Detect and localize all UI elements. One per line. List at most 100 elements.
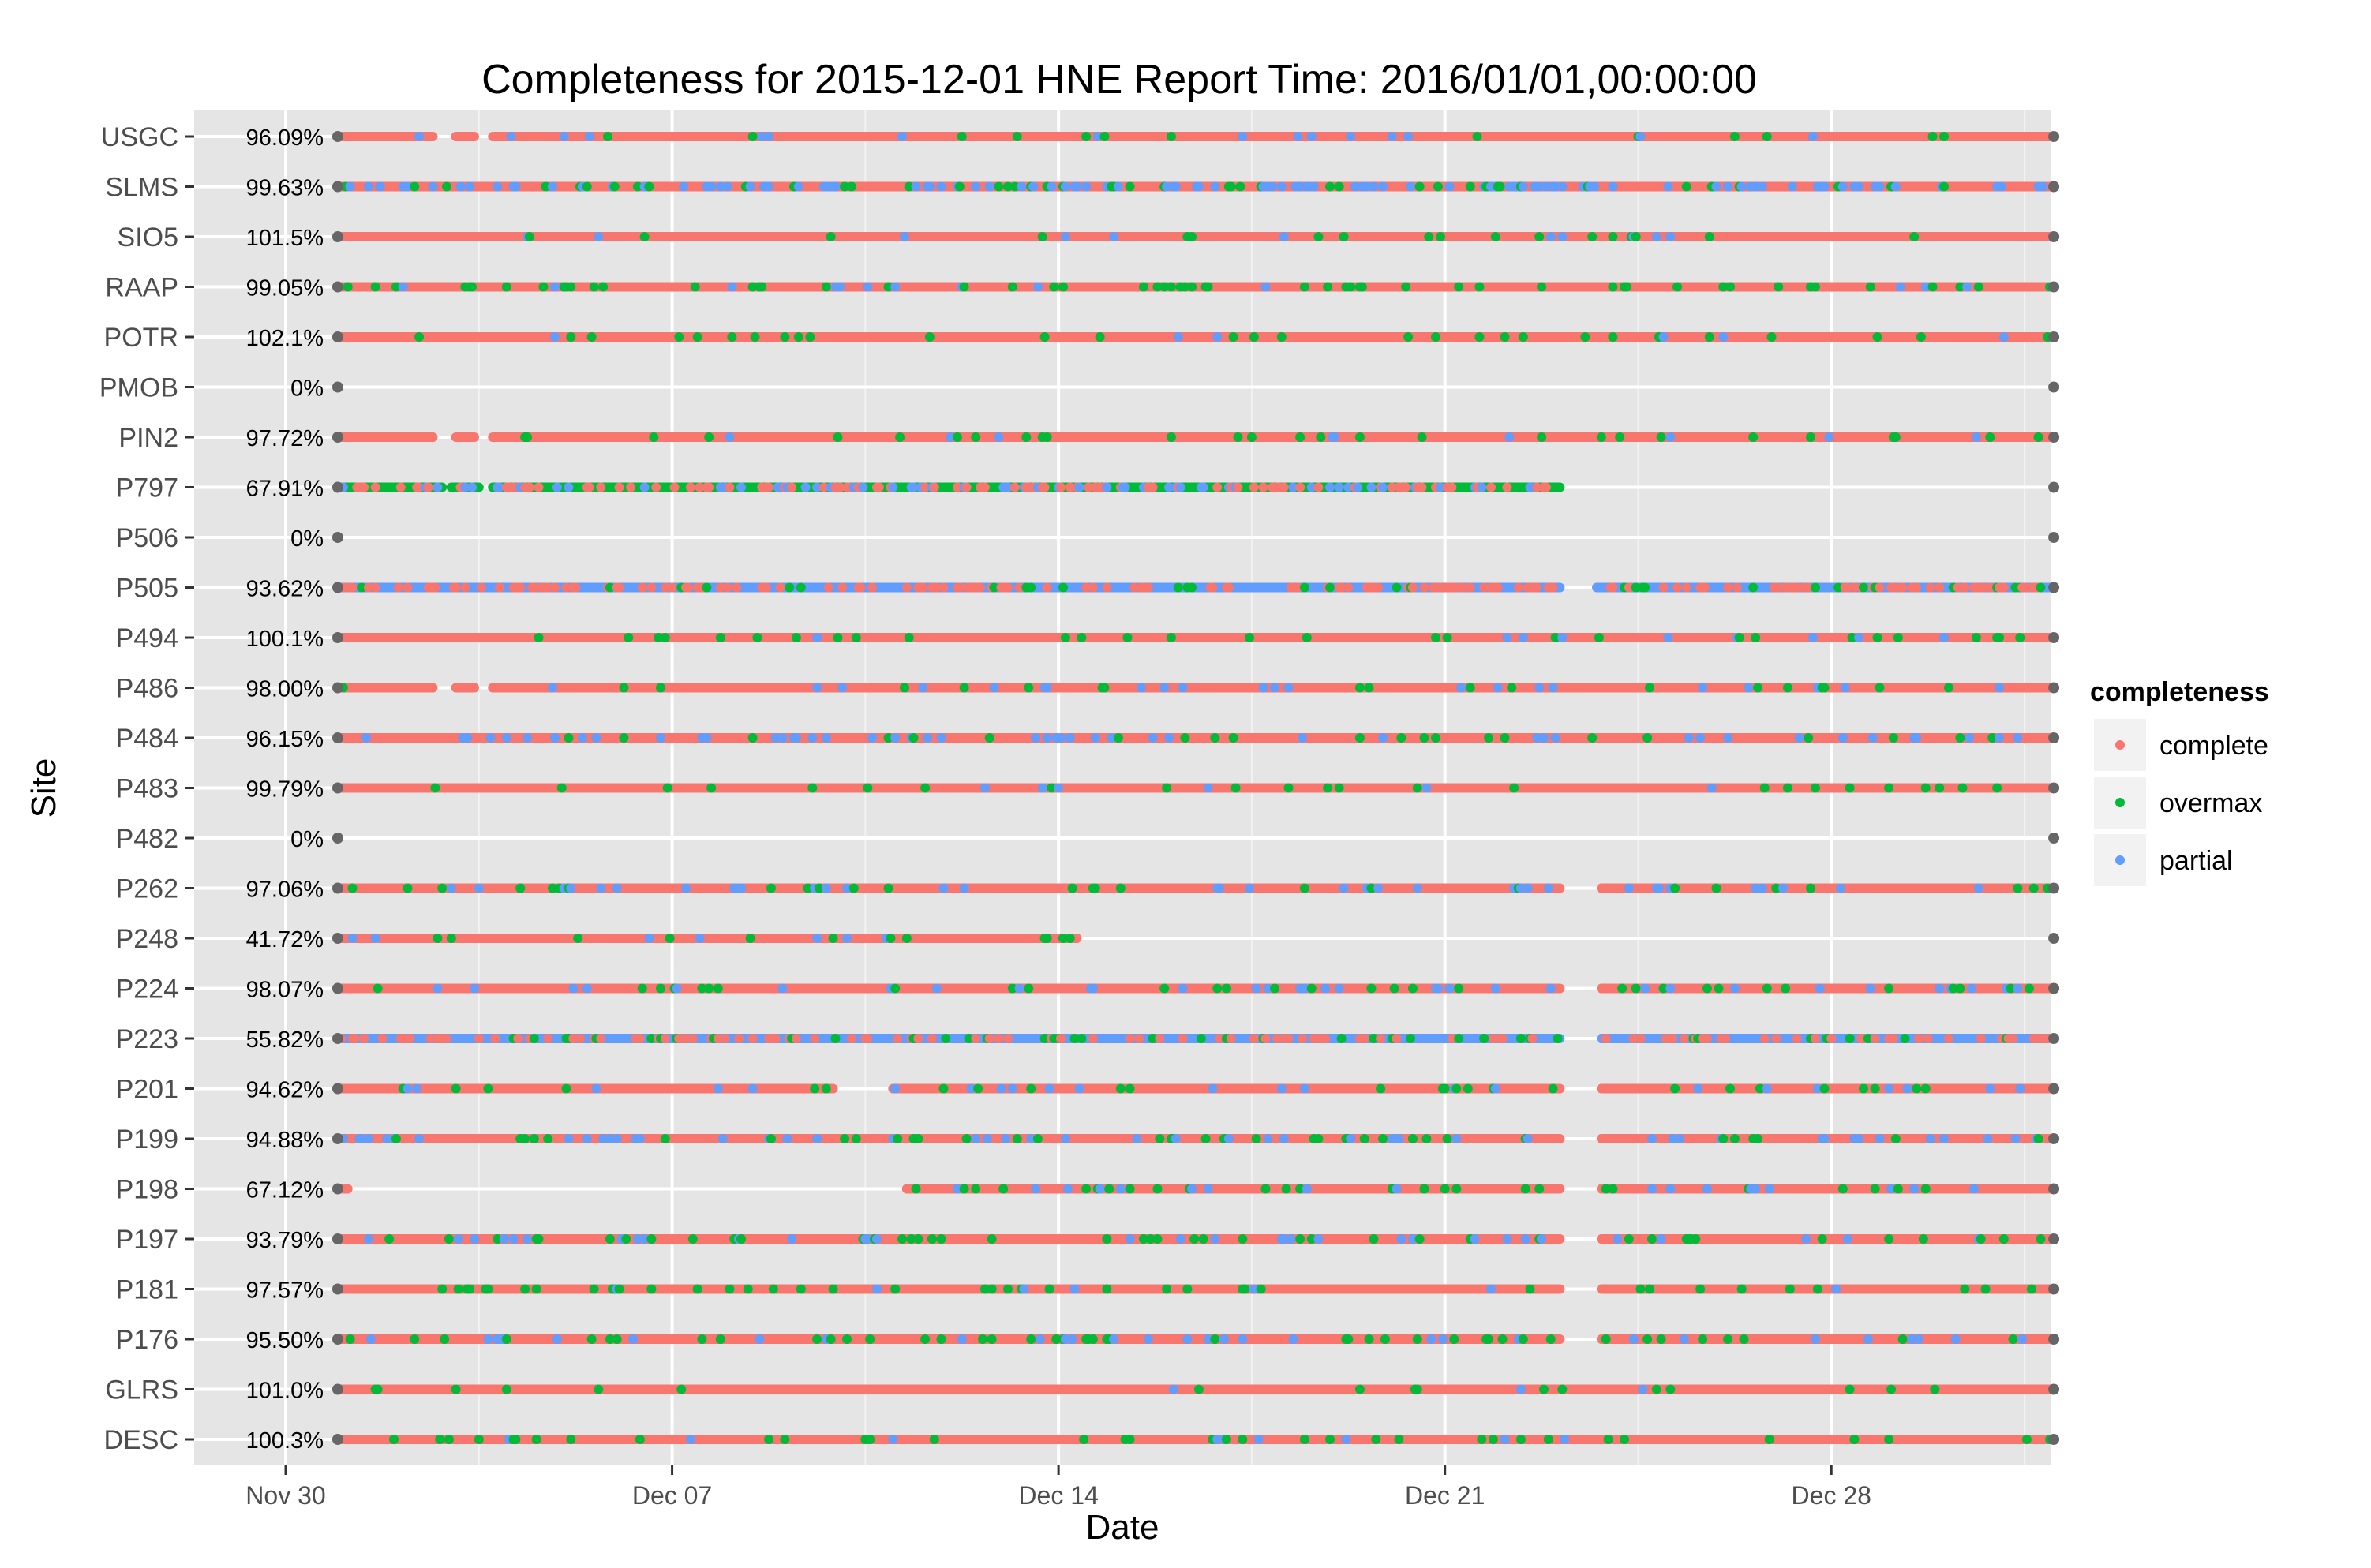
data-point-partial — [1638, 1384, 1648, 1394]
data-point-overmax — [1960, 1284, 1970, 1294]
data-point-overmax — [987, 1234, 997, 1244]
data-point-partial — [1088, 983, 1098, 994]
data-point-overmax — [586, 1334, 597, 1344]
data-point-partial — [1679, 1334, 1689, 1344]
data-point-overmax — [768, 1284, 778, 1294]
data-point-partial — [1178, 683, 1188, 693]
data-point-partial — [2038, 181, 2048, 192]
data-point-complete — [1208, 582, 1218, 593]
data-point-partial — [1208, 1083, 1218, 1094]
data-point-marker — [2048, 1283, 2060, 1295]
data-point-partial — [467, 482, 477, 492]
data-point-overmax — [1484, 1334, 1494, 1344]
data-point-overmax — [704, 432, 714, 442]
data-point-overmax — [929, 1435, 939, 1444]
data-point-complete — [1088, 1034, 1098, 1043]
data-point-overmax — [1930, 1384, 1940, 1394]
data-point-overmax — [851, 633, 861, 642]
data-point-overmax — [736, 1234, 746, 1244]
data-point-partial — [1548, 683, 1558, 693]
data-point-overmax — [1187, 232, 1197, 241]
data-point-complete — [1792, 1034, 1802, 1043]
data-point-complete — [931, 582, 942, 593]
data-point-overmax — [1454, 282, 1464, 292]
data-point-partial — [1812, 1083, 1822, 1094]
data-point-partial — [1534, 683, 1545, 693]
data-point-overmax — [1884, 783, 1894, 793]
data-point-partial — [1751, 1184, 1761, 1194]
data-point-overmax — [1762, 983, 1772, 994]
data-point-overmax — [1976, 1234, 1986, 1244]
data-point-overmax — [501, 1384, 511, 1394]
data-point-overmax — [1412, 1334, 1422, 1344]
data-point-partial — [635, 1134, 645, 1143]
data-point-overmax — [1187, 282, 1197, 292]
data-point-overmax — [1198, 1234, 1208, 1244]
data-point-overmax — [883, 733, 893, 743]
data-point-overmax — [994, 181, 1004, 192]
data-point-overmax — [1587, 733, 1598, 743]
data-point-overmax — [1354, 432, 1365, 442]
data-point-complete — [920, 482, 931, 492]
data-point-partial — [1378, 482, 1388, 492]
data-point-partial — [994, 432, 1004, 442]
completeness-percent-label: 0% — [290, 526, 324, 552]
data-point-complete — [584, 482, 594, 492]
site-row-p494 — [331, 632, 2060, 643]
data-point-overmax — [2024, 983, 2034, 994]
data-point-overmax — [815, 883, 825, 893]
data-point-overmax — [750, 332, 760, 342]
data-point-overmax — [1957, 783, 1968, 793]
data-point-complete — [1407, 582, 1418, 593]
data-point-overmax — [646, 1284, 657, 1294]
data-point-partial — [871, 1234, 882, 1244]
data-point-overmax — [1334, 181, 1344, 192]
data-point-complete — [1672, 582, 1682, 593]
data-point-partial — [1985, 1083, 1995, 1094]
data-point-overmax — [826, 232, 836, 241]
data-point-overmax — [961, 1134, 972, 1143]
data-point-partial — [1238, 1334, 1248, 1344]
data-point-partial — [1819, 1134, 1830, 1143]
data-point-overmax — [1691, 1234, 1701, 1244]
data-point-partial — [1875, 1134, 1885, 1143]
data-point-complete — [571, 582, 581, 593]
data-point-partial — [837, 683, 848, 693]
data-point-partial — [1545, 983, 1556, 994]
data-point-overmax — [605, 582, 615, 593]
data-point-overmax — [1299, 883, 1309, 893]
data-point-partial — [375, 181, 385, 192]
data-point-partial — [1026, 1134, 1036, 1143]
data-point-complete — [846, 1034, 856, 1043]
data-point-complete — [1084, 482, 1093, 492]
data-point-complete — [414, 482, 424, 492]
data-point-overmax — [1299, 282, 1309, 292]
data-point-overmax — [1162, 1284, 1172, 1294]
data-point-overmax — [1007, 282, 1017, 292]
site-row-p482 — [331, 833, 2060, 844]
data-point-complete — [543, 582, 553, 593]
data-point-overmax — [1431, 332, 1440, 342]
data-point-partial — [582, 1134, 592, 1143]
data-point-overmax — [589, 1284, 599, 1294]
data-point-partial — [755, 1334, 765, 1344]
data-point-overmax — [1060, 633, 1070, 642]
data-point-complete — [775, 582, 785, 593]
data-point-complete — [747, 1034, 758, 1043]
data-point-overmax — [913, 1234, 923, 1244]
data-point-partial — [1339, 883, 1349, 893]
data-point-overmax — [1711, 883, 1721, 893]
data-point-partial — [1171, 181, 1181, 192]
data-point-overmax — [1369, 1234, 1379, 1244]
y-tick-label: P201 — [116, 1075, 178, 1105]
completeness-percent-label: 67.12% — [246, 1178, 324, 1203]
data-point-complete — [1541, 482, 1551, 492]
data-point-overmax — [442, 181, 451, 192]
data-point-complete — [626, 482, 636, 492]
data-point-partial — [782, 1134, 792, 1143]
data-point-overmax — [706, 783, 717, 793]
data-point-marker — [2048, 1334, 2060, 1345]
data-point-overmax — [1433, 181, 1443, 192]
data-point-overmax — [1026, 1083, 1036, 1094]
data-point-overmax — [1955, 282, 1965, 292]
